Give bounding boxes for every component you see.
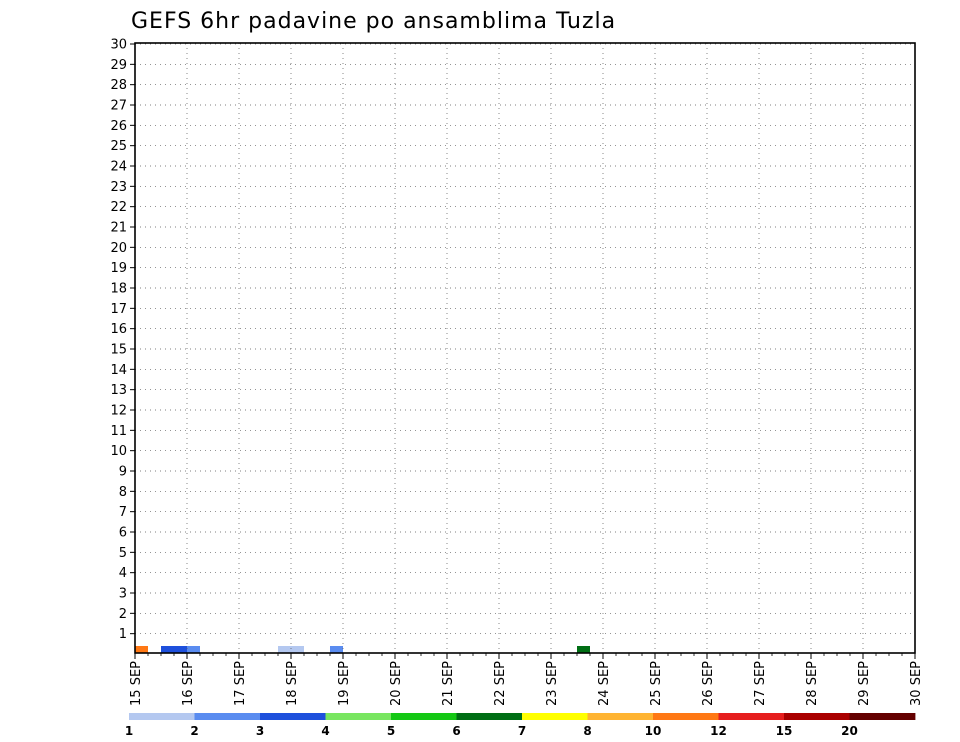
y-tick-label: 20	[110, 241, 127, 256]
colorbar-label: 20	[841, 724, 858, 738]
colorbar: 1 2 3 4 5 6 7 8 10 12 15 20	[125, 713, 916, 738]
y-tick-label: 15	[110, 343, 127, 358]
x-tick-label: 16 SEP	[181, 661, 196, 706]
colorbar-label: 7	[518, 724, 526, 738]
heatmap-cell	[278, 646, 291, 653]
y-tick-label: 2	[119, 607, 127, 622]
colorbar-label: 3	[256, 724, 264, 738]
y-tick-label: 14	[110, 363, 127, 378]
y-tick-label: 22	[110, 200, 127, 215]
y-tick-label: 7	[119, 505, 127, 520]
x-tick-label: 26 SEP	[701, 661, 716, 706]
x-tick-label: 30 SEP	[909, 661, 924, 706]
x-tick-label: 18 SEP	[285, 661, 300, 706]
y-tick-label: 9	[119, 465, 127, 480]
y-tick-label: 28	[110, 78, 127, 93]
colorbar-swatch	[325, 713, 392, 720]
y-tick-label: 19	[110, 261, 127, 276]
y-tick-label: 16	[110, 322, 127, 337]
x-tick-label: 25 SEP	[649, 661, 664, 706]
heatmap-cell	[161, 646, 174, 653]
y-tick-label: 12	[110, 404, 127, 419]
colorbar-label: 6	[452, 724, 460, 738]
heatmap-cell	[291, 646, 304, 653]
heatmap-cell	[330, 646, 343, 653]
x-tick-label: 20 SEP	[389, 661, 404, 706]
y-tick-label: 3	[119, 587, 127, 602]
heatmap-cell	[174, 646, 187, 653]
colorbar-label: 5	[387, 724, 395, 738]
heatmap-cell	[187, 646, 200, 653]
y-tick-label: 11	[110, 424, 127, 439]
x-tick-label: 21 SEP	[441, 661, 456, 706]
y-tick-label: 8	[119, 485, 127, 500]
y-tick-label: 10	[110, 444, 127, 459]
x-tick-label: 22 SEP	[493, 661, 508, 706]
y-tick-label: 5	[119, 546, 127, 561]
colorbar-swatch	[653, 713, 719, 720]
colorbar-label: 4	[321, 724, 329, 738]
y-tick-label: 18	[110, 282, 127, 297]
y-tick-label: 24	[110, 160, 127, 175]
y-tick-label: 30	[110, 38, 127, 53]
colorbar-swatch	[260, 713, 326, 720]
y-tick-label: 4	[119, 566, 127, 581]
colorbar-swatch	[849, 713, 916, 720]
x-tick-label: 15 SEP	[129, 661, 144, 706]
x-tick-label: 23 SEP	[545, 661, 560, 706]
x-tick-label: 28 SEP	[805, 661, 820, 706]
x-axis: 15 SEP 16 SEP 17 SEP 18 SEP 19 SEP 20 SEP 21 S…	[129, 653, 924, 706]
heatmap-cell	[135, 646, 148, 653]
plot-frame	[134, 42, 916, 654]
colorbar-label: 1	[125, 724, 133, 738]
chart-title: GEFS 6hr padavine po ansamblima Tuzla	[131, 9, 616, 34]
x-tick-label: 27 SEP	[753, 661, 768, 706]
colorbar-swatch	[391, 713, 457, 720]
y-tick-label: 29	[110, 58, 127, 73]
colorbar-swatch	[718, 713, 785, 720]
y-tick-label: 23	[110, 180, 127, 195]
heatmap-cells	[135, 646, 590, 653]
colorbar-label: 12	[710, 724, 727, 738]
colorbar-swatch	[194, 713, 261, 720]
y-tick-label: 1	[119, 627, 127, 642]
y-tick-label: 21	[110, 221, 127, 236]
colorbar-label: 10	[645, 724, 662, 738]
y-tick-label: 13	[110, 383, 127, 398]
colorbar-label: 8	[583, 724, 591, 738]
x-tick-label: 29 SEP	[857, 661, 872, 706]
y-tick-label: 17	[110, 302, 127, 317]
y-axis: 1234567891011121314151617181920212223242…	[110, 38, 135, 642]
colorbar-swatch	[587, 713, 654, 720]
colorbar-label: 15	[776, 724, 793, 738]
colorbar-swatch	[129, 713, 195, 720]
y-tick-label: 25	[110, 139, 127, 154]
y-tick-label: 6	[119, 526, 127, 541]
y-tick-label: 27	[110, 99, 127, 114]
x-tick-label: 19 SEP	[337, 661, 352, 706]
y-tick-label: 26	[110, 119, 127, 134]
x-tick-label: 17 SEP	[233, 661, 248, 706]
grid-lines	[135, 43, 916, 653]
colorbar-swatch	[456, 713, 523, 720]
heatmap-cell	[577, 646, 590, 653]
colorbar-swatch	[522, 713, 588, 720]
colorbar-swatch	[784, 713, 850, 720]
colorbar-label: 2	[190, 724, 198, 738]
x-tick-label: 24 SEP	[597, 661, 612, 706]
